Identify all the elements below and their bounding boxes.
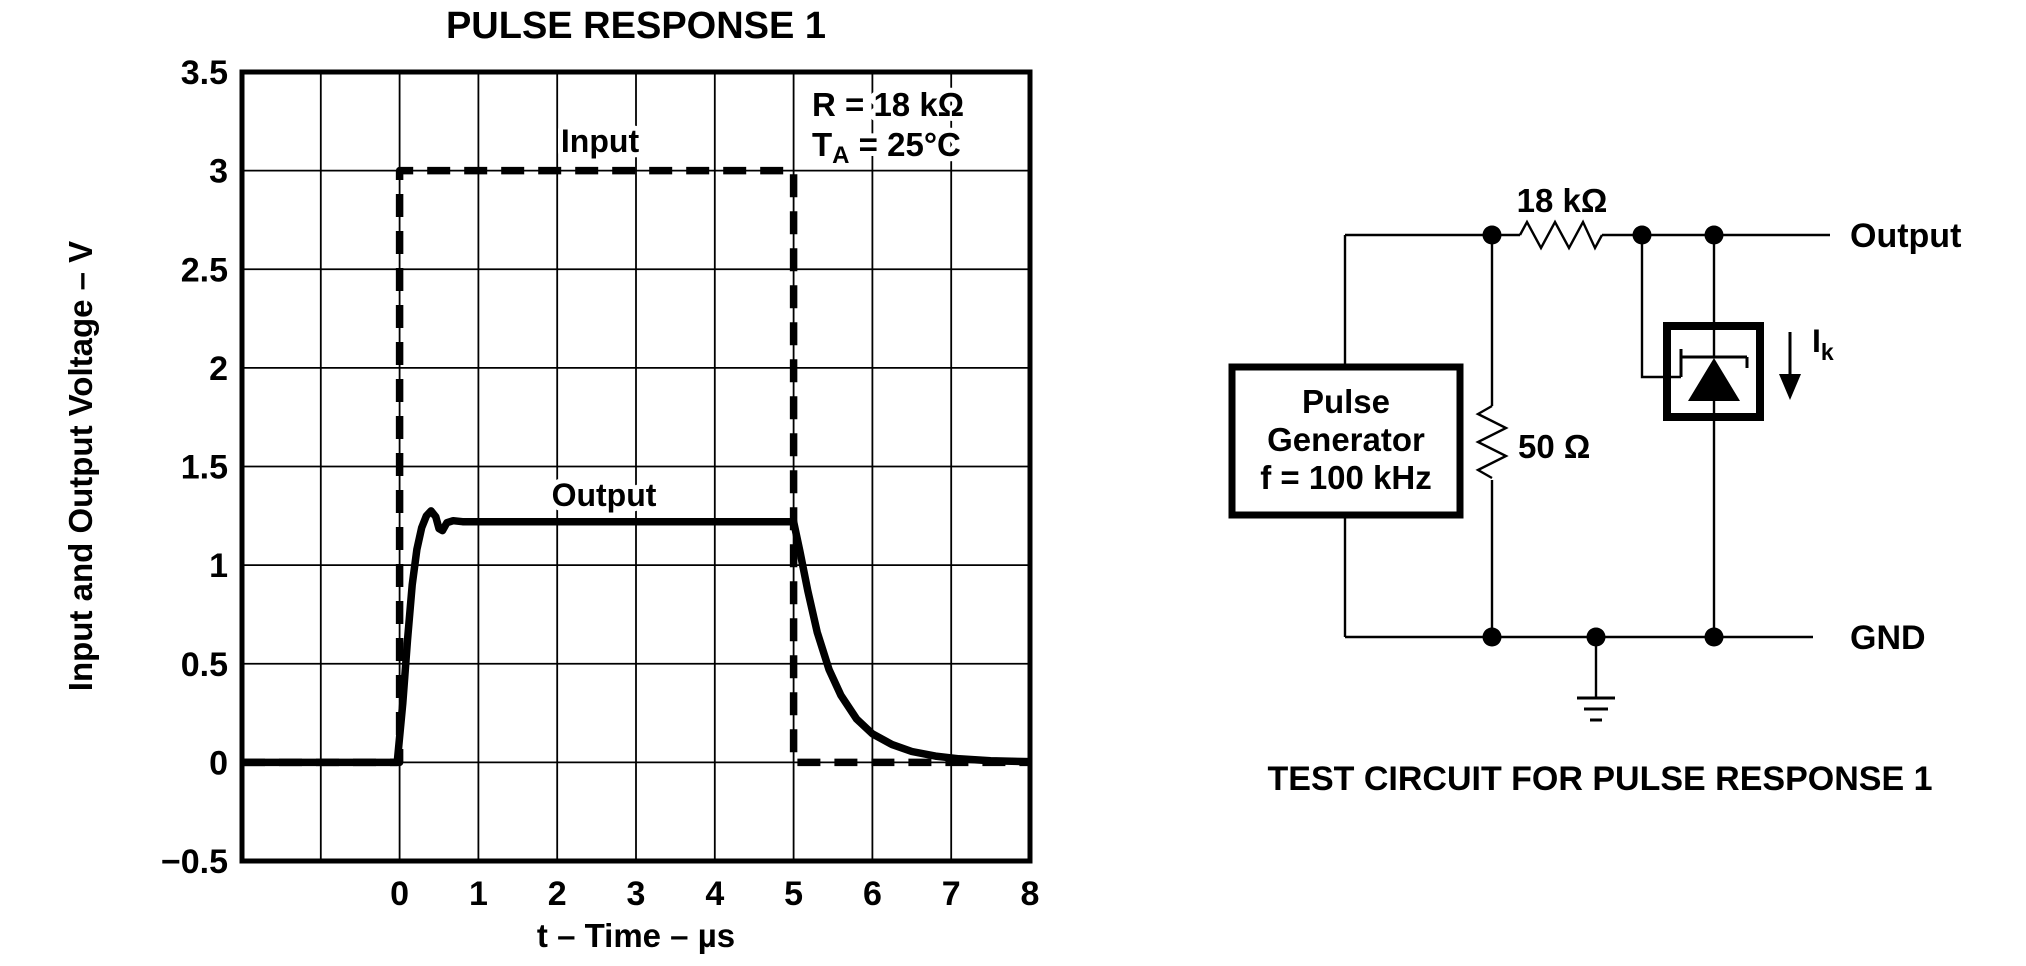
y-axis-title: Input and Output Voltage – V [62,241,99,691]
x-tick-label: 6 [863,875,882,913]
generator-label-line3: f = 100 kHz [1260,459,1432,496]
y-tick-label: 1 [209,547,228,585]
junction-dot [1632,225,1652,245]
chart-title: PULSE RESPONSE 1 [446,5,826,47]
chart-grid [242,72,1030,861]
y-tick-label: 1.5 [181,449,228,487]
junction-dot [1482,627,1502,647]
shunt-resistor-symbol [1475,404,1509,480]
cathode-current-arrow: Ik [1779,323,1834,400]
x-tick-label: 8 [1021,875,1040,913]
y-tick-label: 2.5 [181,251,228,289]
x-tick-label: 5 [784,875,803,913]
pulse-response-chart: PULSE RESPONSE 1 3.5 3 2.5 2 1.5 1 0.5 0 −0.5 0 1 2… [62,5,1039,954]
annotation-temperature: TA = 25°C [812,126,961,169]
y-tick-label: 2 [209,350,228,388]
ik-arrow-head [1779,374,1801,400]
junction-dots [1482,225,1724,647]
junction-dot [1704,225,1724,245]
ik-label: Ik [1812,323,1834,365]
shunt-resistor-label: 50 Ω [1518,428,1590,465]
x-tick-label: 3 [627,875,646,913]
reference-wire [1640,235,1681,379]
y-tick-label: −0.5 [161,843,228,881]
x-axis-title: t – Time – µs [537,917,735,954]
y-tick-label: 0 [209,744,228,782]
output-terminal-label: Output [1850,217,1961,255]
junction-dot [1704,627,1724,647]
pulse-generator-box [1228,363,1464,519]
y-tick-label: 3 [209,153,228,191]
test-circuit-diagram: 18 kΩ Output GND Pulse Generator f = 100… [1228,182,1961,798]
shunt-regulator-symbol [1679,349,1749,401]
regulator-cathode-bar [1679,349,1749,377]
output-trace-label: Output [552,477,657,513]
annotation-resistance: R = 18 kΩ [812,86,964,123]
circuit-caption: TEST CIRCUIT FOR PULSE RESPONSE 1 [1268,760,1933,798]
plot-border [239,69,1033,864]
test-conditions-annotation: R = 18 kΩ TA = 25°C [807,81,969,174]
y-tick-label: 0.5 [181,646,228,684]
x-tick-label: 4 [705,875,724,913]
generator-label-line1: Pulse [1302,383,1390,420]
series-resistor-label: 18 kΩ [1517,182,1608,219]
input-trace-label: Input [561,123,640,159]
x-tick-label: 7 [942,875,961,913]
x-tick-label: 0 [390,875,409,913]
generator-label-line2: Generator [1267,421,1425,458]
ground-symbol [1577,637,1615,722]
chart-ticks: 3.5 3 2.5 2 1.5 1 0.5 0 −0.5 0 1 2 3 4 5 6 7 8 [161,54,1040,913]
ground-bars [1577,696,1615,722]
gnd-terminal-label: GND [1850,619,1926,657]
output-trace [242,507,1031,767]
chart-series [242,166,1031,767]
series-resistor-symbol [1518,219,1604,251]
x-tick-label: 1 [469,875,488,913]
regulator-triangle [1688,358,1740,401]
y-tick-label: 3.5 [181,54,228,92]
junction-dot [1482,225,1502,245]
x-tick-label: 2 [548,875,567,913]
regulator-box [1663,322,1764,421]
